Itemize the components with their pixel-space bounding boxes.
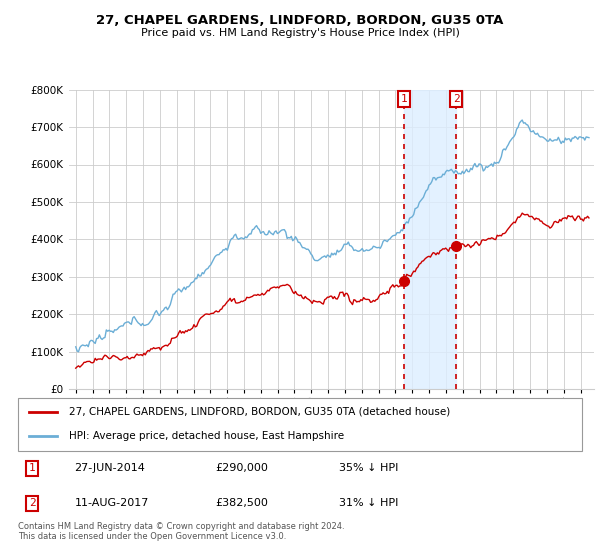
Text: 35% ↓ HPI: 35% ↓ HPI <box>340 464 399 473</box>
Text: 2: 2 <box>452 94 460 104</box>
Text: 11-AUG-2017: 11-AUG-2017 <box>74 498 149 508</box>
Text: 1: 1 <box>29 464 35 473</box>
Text: Price paid vs. HM Land Registry's House Price Index (HPI): Price paid vs. HM Land Registry's House … <box>140 28 460 38</box>
Text: Contains HM Land Registry data © Crown copyright and database right 2024.
This d: Contains HM Land Registry data © Crown c… <box>18 522 344 542</box>
Text: 1: 1 <box>400 94 407 104</box>
Text: 27, CHAPEL GARDENS, LINDFORD, BORDON, GU35 0TA: 27, CHAPEL GARDENS, LINDFORD, BORDON, GU… <box>97 14 503 27</box>
Text: £382,500: £382,500 <box>215 498 268 508</box>
Text: 2: 2 <box>29 498 35 508</box>
Text: 31% ↓ HPI: 31% ↓ HPI <box>340 498 399 508</box>
Text: HPI: Average price, detached house, East Hampshire: HPI: Average price, detached house, East… <box>69 431 344 441</box>
Text: 27-JUN-2014: 27-JUN-2014 <box>74 464 145 473</box>
Text: £290,000: £290,000 <box>215 464 268 473</box>
FancyBboxPatch shape <box>18 398 582 451</box>
Bar <box>404 90 456 389</box>
Text: 27, CHAPEL GARDENS, LINDFORD, BORDON, GU35 0TA (detached house): 27, CHAPEL GARDENS, LINDFORD, BORDON, GU… <box>69 407 450 417</box>
